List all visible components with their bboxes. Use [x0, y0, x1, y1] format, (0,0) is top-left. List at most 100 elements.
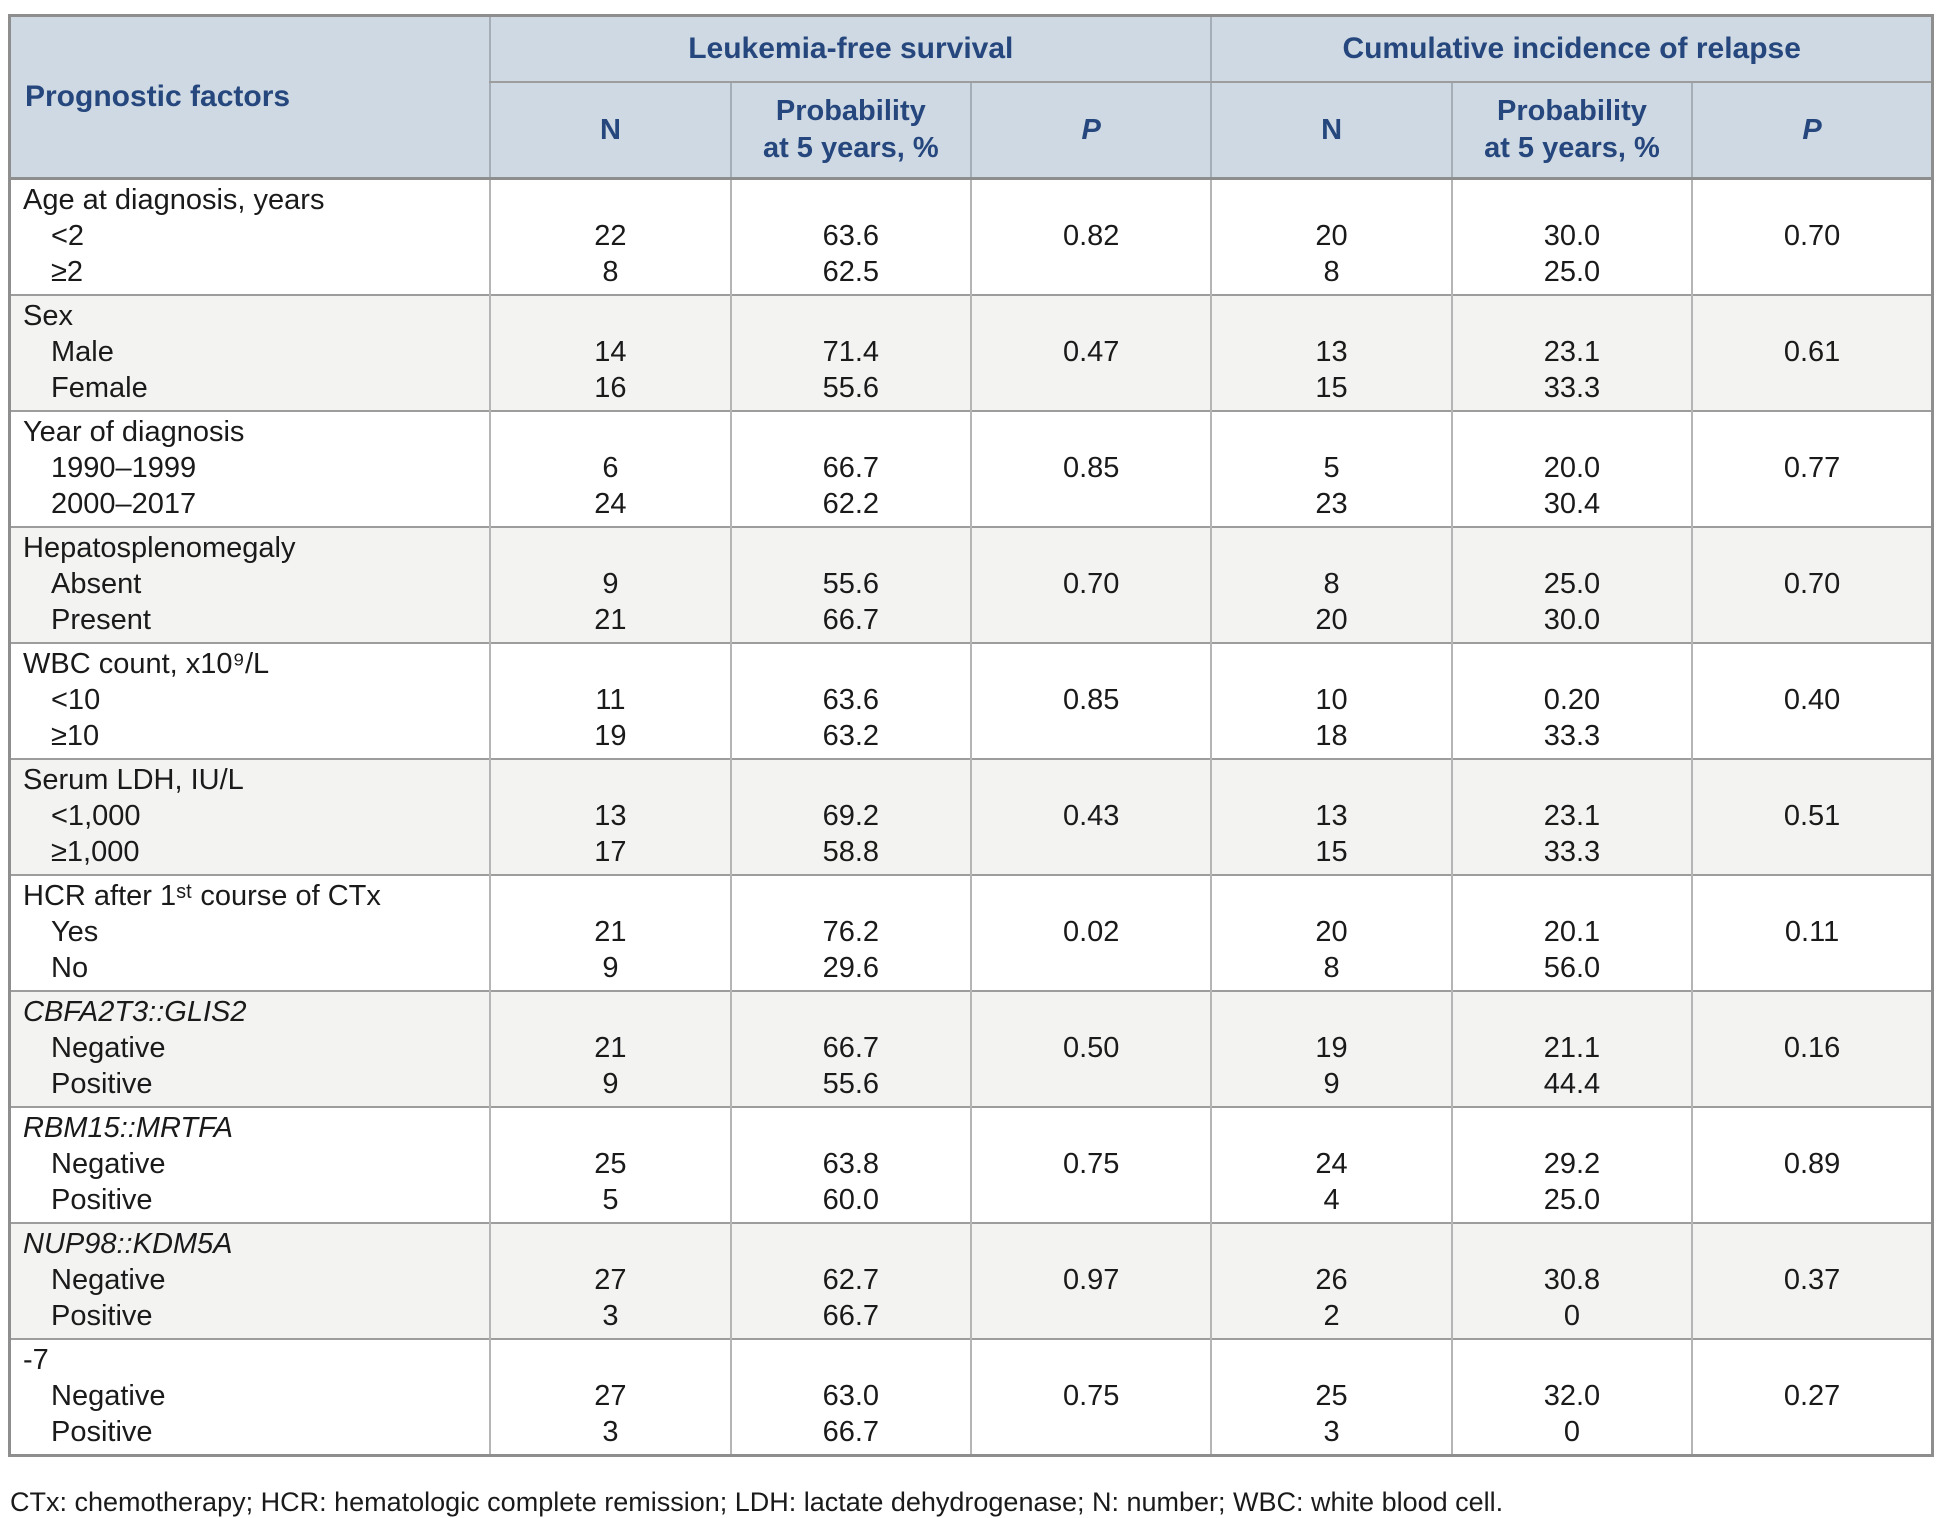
- spacer: [732, 1226, 970, 1262]
- lfs-probability-cell: 63.8 60.0: [729, 1107, 971, 1223]
- n-value: 15: [1315, 372, 1348, 404]
- probability-value: 0: [1563, 1300, 1580, 1332]
- spacer: [1453, 994, 1691, 1030]
- cir-probability-cell: 21.1 44.4: [1450, 991, 1693, 1107]
- lfs-n-cell: 6 24: [489, 411, 731, 527]
- sub-header-row: N Probability at 5 years, % P N Probabil…: [10, 82, 1933, 179]
- spacer: [1453, 1342, 1691, 1378]
- spacer: [1212, 646, 1450, 682]
- spacer: [491, 646, 729, 682]
- spacer: [1693, 486, 1931, 522]
- spacer: [491, 530, 729, 566]
- p-value: 0.75: [1062, 1148, 1120, 1180]
- spacer: [972, 1110, 1210, 1146]
- spacer: [1453, 530, 1691, 566]
- lfs-n-cell: 11 19: [489, 643, 731, 759]
- spacer: [972, 182, 1210, 218]
- n-value: 8: [1323, 256, 1340, 288]
- n-value: 4: [1323, 1184, 1340, 1216]
- n-value: 3: [602, 1300, 619, 1332]
- lfs-n-cell: 27 3: [489, 1339, 731, 1456]
- table-row: Age at diagnosis, years <2 ≥2 22 8 63.6 …: [10, 178, 1933, 295]
- cir-probability-cell: 20.1 56.0: [1450, 875, 1693, 991]
- table-row: -7 Negative Positive 27 3 63.0 66.7 0.75…: [9, 1339, 1933, 1456]
- probability-value: 63.8: [822, 1148, 880, 1180]
- lfs-probability-cell: 66.7 62.2: [729, 411, 971, 527]
- cir-p-cell: 0.70: [1691, 178, 1933, 295]
- n-value: 9: [602, 1068, 619, 1100]
- probability-value: 63.2: [822, 720, 880, 752]
- n-value: 25: [594, 1148, 627, 1180]
- lfs-n-cell: 22 8: [489, 178, 731, 295]
- spacer: [972, 254, 1210, 290]
- spacer: [1693, 1110, 1931, 1146]
- spacer: [1453, 762, 1691, 798]
- cir-probability-cell: 23.1 33.3: [1450, 295, 1693, 411]
- spacer: [1693, 646, 1931, 682]
- spacer: [1693, 950, 1931, 986]
- cir-p-cell: 0.70: [1691, 527, 1933, 643]
- spacer: [1693, 1182, 1931, 1218]
- cir-n-cell: 20 8: [1210, 875, 1452, 991]
- factor-label: RBM15::MRTFA: [23, 1112, 234, 1144]
- p-value: 0.82: [1062, 220, 1120, 252]
- cir-p-cell: 0.16: [1691, 991, 1933, 1107]
- spacer: [1212, 530, 1450, 566]
- cir-p-cell: 0.11: [1691, 875, 1933, 991]
- probability-value: 25.0: [1543, 1184, 1601, 1216]
- n-value: 22: [594, 220, 627, 252]
- p-value: 0.85: [1062, 684, 1120, 716]
- spacer: [1212, 1110, 1450, 1146]
- n-value: 2: [1323, 1300, 1340, 1332]
- lfs-p-cell: 0.47: [969, 295, 1212, 411]
- probability-value: 20.0: [1543, 452, 1601, 484]
- p-value: 0.40: [1783, 684, 1841, 716]
- cir-n-cell: 10 18: [1210, 643, 1452, 759]
- spacer: [1693, 1226, 1931, 1262]
- cir-n-cell: 25 3: [1210, 1339, 1452, 1456]
- spacer: [732, 762, 970, 798]
- n-value: 9: [602, 952, 619, 984]
- lfs-p-cell: 0.82: [969, 178, 1212, 295]
- probability-value: 0.20: [1543, 684, 1601, 716]
- n-value: 24: [594, 488, 627, 520]
- lfs-p-cell: 0.02: [969, 875, 1212, 991]
- table-row: Year of diagnosis 1990–1999 2000–2017 6 …: [9, 411, 1933, 527]
- spacer: [1212, 1342, 1450, 1378]
- spacer: [732, 298, 970, 334]
- n-value: 27: [594, 1264, 627, 1296]
- n-value: 5: [1323, 452, 1340, 484]
- spacer: [1693, 762, 1931, 798]
- spacer: [1693, 602, 1931, 638]
- spacer: [1453, 414, 1691, 450]
- n-value: 9: [1323, 1068, 1340, 1100]
- factor-level: <10: [51, 684, 101, 716]
- header-leukemia-free-survival: Leukemia-free survival: [489, 15, 1212, 83]
- probability-value: 62.5: [822, 256, 880, 288]
- cir-n-cell: 13 15: [1210, 759, 1452, 875]
- p-value: 0.27: [1783, 1380, 1841, 1412]
- probability-value: 63.0: [822, 1380, 880, 1412]
- p-value: 0.11: [1784, 916, 1840, 948]
- factor-level: Negative: [51, 1032, 166, 1064]
- group-header-row: Prognostic factors Leukemia-free surviva…: [9, 15, 1933, 179]
- cir-probability-cell: 0.20 33.3: [1450, 643, 1693, 759]
- factor-level: ≥1,000: [51, 836, 140, 868]
- p-value: 0.77: [1783, 452, 1841, 484]
- spacer: [1693, 1298, 1931, 1334]
- table-header: Prognostic factors Leukemia-free surviva…: [9, 15, 1933, 179]
- cir-p-cell: 0.51: [1691, 759, 1933, 875]
- n-value: 16: [594, 372, 627, 404]
- table-body: Age at diagnosis, years <2 ≥2 22 8 63.6 …: [9, 178, 1933, 1456]
- probability-value: 62.7: [822, 1264, 880, 1296]
- lfs-n-cell: 27 3: [489, 1223, 731, 1339]
- probability-value: 30.4: [1543, 488, 1601, 520]
- factor-level: 1990–1999: [51, 452, 197, 484]
- probability-value: 63.6: [822, 220, 880, 252]
- lfs-probability-cell: 63.6 62.5: [729, 178, 971, 295]
- probability-value: 76.2: [822, 916, 880, 948]
- n-value: 25: [1315, 1380, 1348, 1412]
- table-row: HCR after 1ˢᵗ course of CTx Yes No 21 9 …: [9, 875, 1933, 991]
- lfs-probability-cell: 66.7 55.6: [729, 991, 971, 1107]
- p-value: 0.51: [1783, 800, 1841, 832]
